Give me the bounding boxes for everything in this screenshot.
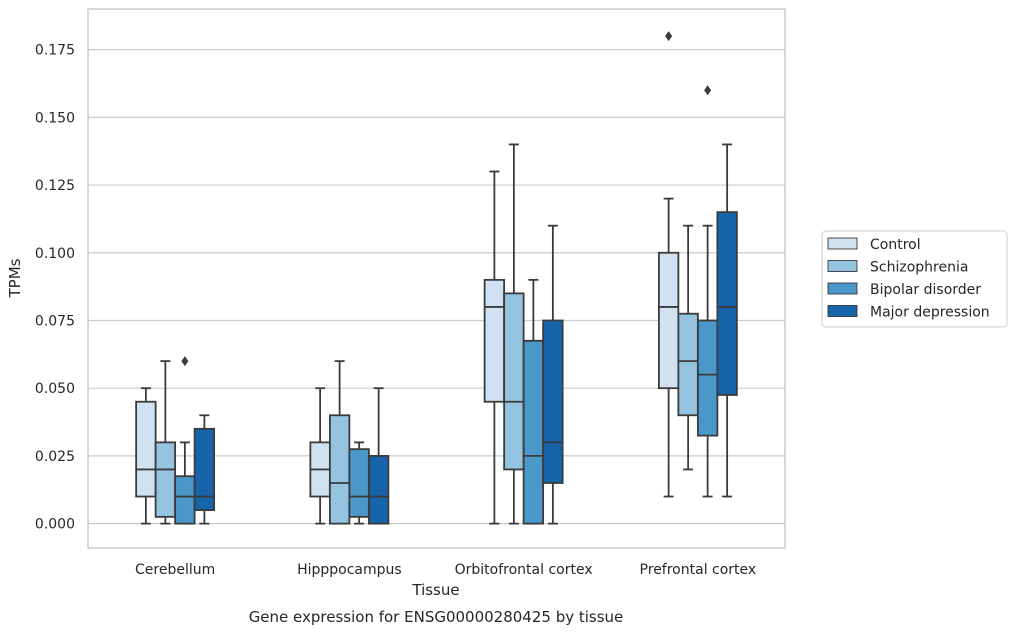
y-tick-label: 0.025 (35, 449, 75, 465)
y-tick-labels: 0.000 0.025 0.050 0.075 0.100 0.125 0.150 0.175 (35, 43, 75, 533)
box-major-depression (542, 224, 564, 525)
y-axis-label: TPMs (6, 258, 24, 298)
box-body (483, 278, 506, 403)
x-tick-label: Orbitofrontal cortex (455, 562, 593, 578)
box-bipolar-disorder (696, 85, 719, 498)
x-tick-labels: Cerebellum Hipppocampus Orbitofrontal cort… (135, 562, 756, 578)
gridlines (88, 49, 785, 525)
box-schizophrenia (154, 360, 177, 525)
y-tick-label: 0.150 (35, 110, 75, 126)
outlier-point (181, 356, 189, 367)
y-tick-label: 0.100 (35, 246, 75, 262)
legend: Control Schizophrenia Bipolar disorder Majo… (821, 230, 1008, 328)
box-body (542, 319, 564, 484)
box-body (716, 211, 738, 396)
outlier-point (704, 85, 712, 96)
legend-label: Schizophrenia (870, 260, 968, 276)
box-body (367, 455, 390, 525)
box-major-depression (193, 414, 216, 525)
box-body (522, 339, 545, 525)
legend-label: Bipolar disorder (870, 282, 981, 298)
box-body (328, 414, 351, 525)
box-body (657, 251, 680, 390)
x-axis-label: Tissue (411, 581, 459, 599)
y-tick-label: 0.125 (35, 178, 75, 194)
box-schizophrenia (677, 224, 699, 471)
box-groups (135, 31, 738, 525)
x-tick-label: Cerebellum (135, 562, 215, 578)
box-body (503, 292, 525, 471)
outlier-point (665, 31, 673, 42)
box-major-depression (367, 387, 390, 525)
x-tick-label: Hipppocampus (297, 562, 402, 578)
box-bipolar-disorder (348, 441, 370, 525)
box-body (348, 448, 370, 518)
legend-swatch (827, 282, 858, 295)
chart-caption: Gene expression for ENSG00000280425 by t… (249, 608, 624, 626)
box-control (309, 387, 331, 525)
box-bipolar-disorder (174, 356, 196, 525)
legend-swatch (827, 260, 858, 272)
y-tick-label: 0.075 (35, 313, 75, 329)
legend-label: Major depression (870, 305, 990, 321)
box-control (657, 31, 680, 498)
box-control (483, 170, 506, 525)
box-body (696, 319, 719, 437)
y-tick-label: 0.050 (35, 381, 75, 397)
box-body (135, 400, 157, 498)
box-schizophrenia (328, 360, 351, 525)
legend-swatch (827, 237, 858, 250)
y-tick-label: 0.000 (35, 517, 75, 533)
box-schizophrenia (503, 143, 525, 525)
y-tick-label: 0.175 (35, 43, 75, 59)
box-body (677, 312, 699, 417)
legend-swatch (827, 305, 858, 317)
box-body (174, 475, 196, 525)
box-body (154, 441, 177, 518)
box-major-depression (716, 143, 738, 498)
x-tick-label: Prefrontal cortex (640, 562, 757, 578)
box-bipolar-disorder (522, 278, 545, 525)
box-control (135, 387, 157, 525)
plot-frame (87, 8, 786, 549)
box-body (193, 427, 216, 511)
legend-frame (821, 230, 1008, 328)
legend-label: Control (870, 237, 921, 253)
